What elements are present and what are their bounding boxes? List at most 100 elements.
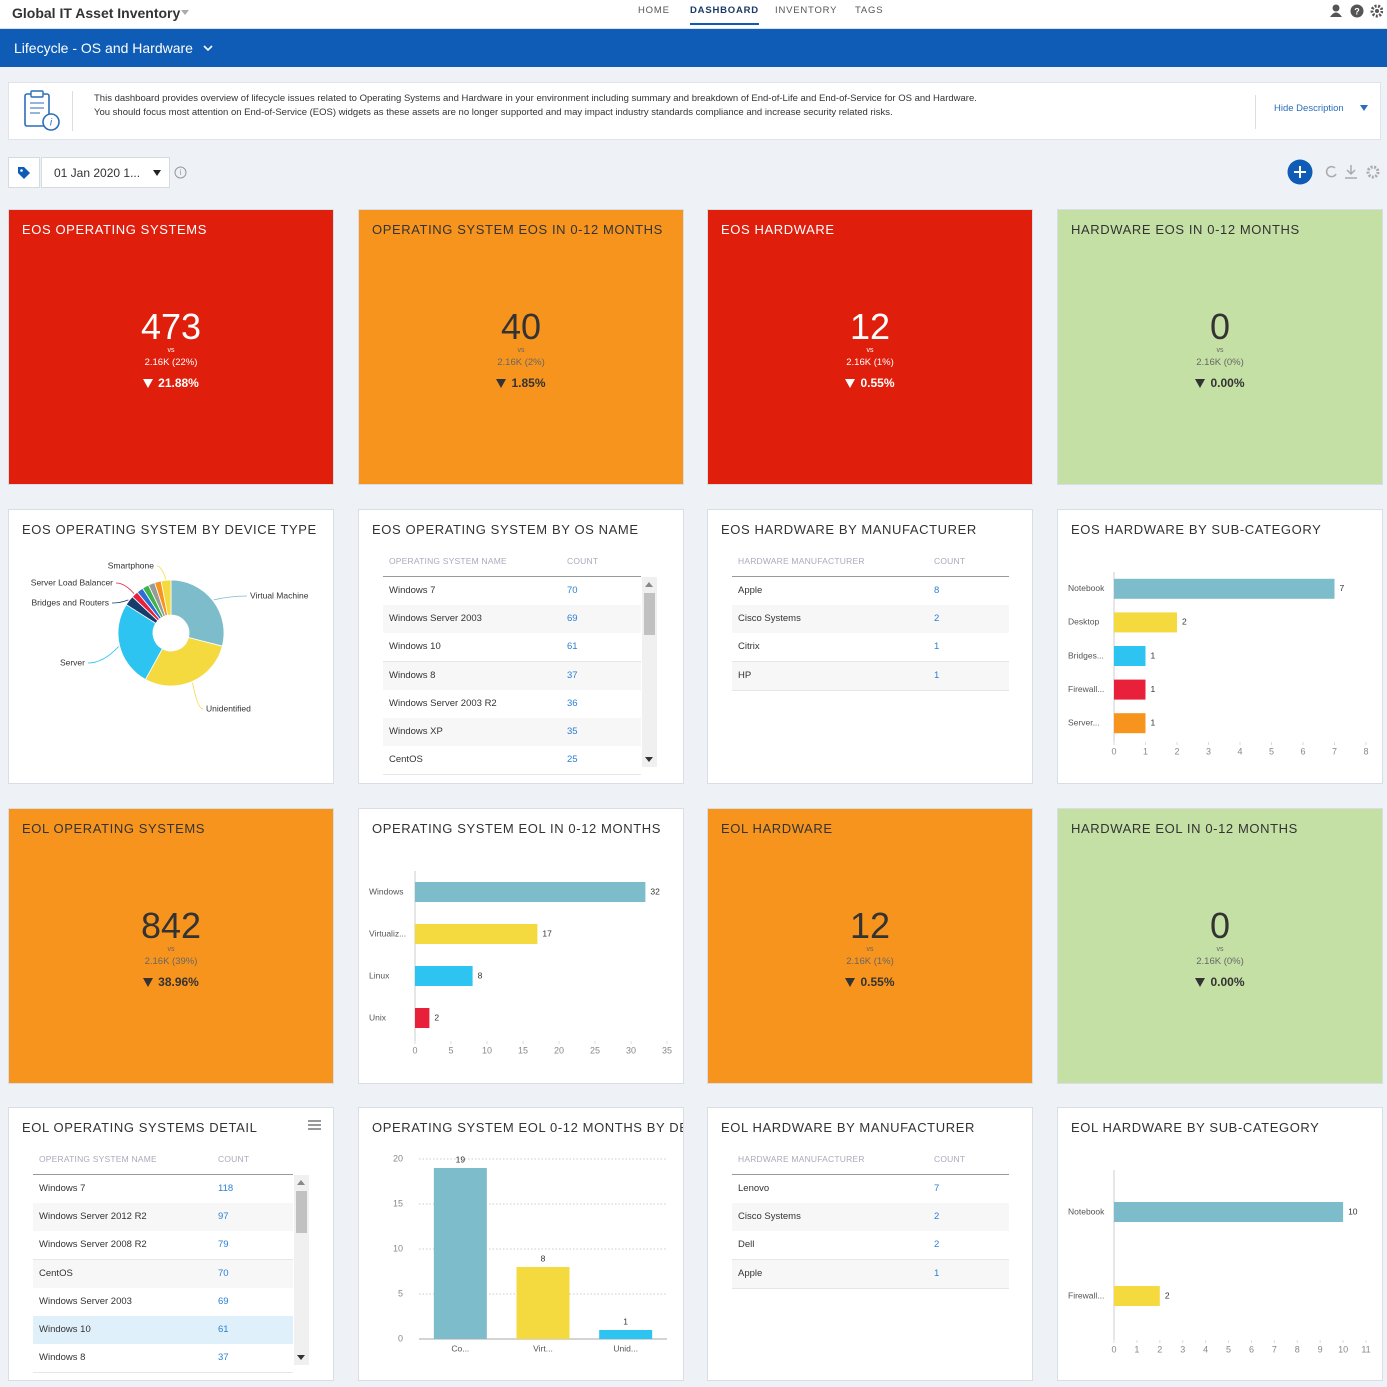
table-row[interactable]: Windows Server 2008 R279: [33, 1231, 293, 1260]
down-arrow: [845, 379, 855, 388]
x-tick-label: 11: [1361, 1344, 1370, 1354]
widget-title: EOS HARDWARE BY MANUFACTURER: [721, 522, 977, 537]
down-arrow: [496, 379, 506, 388]
x-tick-label: 7: [1332, 746, 1337, 756]
cell-name: CentOS: [389, 754, 423, 765]
table-row[interactable]: Windows Server 2012 R297: [33, 1203, 293, 1232]
settings-button[interactable]: [1368, 167, 1378, 177]
table-widget: EOS HARDWARE BY MANUFACTURERHARDWARE MAN…: [707, 509, 1033, 784]
cell-name: Windows 10: [39, 1324, 91, 1335]
cell-name: Cisco Systems: [738, 1211, 801, 1222]
hide-description[interactable]: Hide Description: [1274, 103, 1344, 114]
svg-text:i: i: [180, 168, 182, 177]
table-row[interactable]: Windows 837: [33, 1344, 293, 1373]
menu-button[interactable]: [308, 1120, 321, 1131]
x-tick-label: 8: [1295, 1344, 1300, 1354]
menu-line: [308, 1124, 321, 1126]
cell-name: Windows Server 2008 R2: [39, 1239, 147, 1250]
table-row[interactable]: CentOS 25: [383, 746, 641, 775]
download-button[interactable]: [1345, 165, 1357, 178]
chart: 01234567891011Notebook10Firewall...2: [1058, 1108, 1382, 1380]
leader-line: [88, 646, 119, 663]
table-row[interactable]: Cisco Systems2: [732, 1203, 1009, 1232]
cell-count: 8: [934, 585, 939, 596]
table-row[interactable]: Lenovo7: [732, 1175, 1009, 1204]
table-row[interactable]: CentOS70: [33, 1260, 293, 1289]
scroll-thumb: [296, 1191, 307, 1233]
x-tick-label: 35: [662, 1045, 672, 1055]
scrollbar[interactable]: [294, 1175, 309, 1365]
kpi-compare: 2.16K (22%): [9, 357, 333, 368]
cell-count: 1: [934, 1268, 939, 1279]
cell-count: 1: [934, 641, 939, 652]
nav-item[interactable]: INVENTORY: [775, 5, 837, 16]
dashboard-title[interactable]: Lifecycle - OS and Hardware: [14, 40, 193, 56]
chart: Virtual MachineUnidentifiedServerBridges…: [9, 510, 333, 783]
hide-caret[interactable]: [1360, 105, 1368, 112]
table-row[interactable]: Windows Server 2003 R236: [383, 690, 641, 719]
slice-label: Unidentified: [206, 703, 251, 713]
column-header: OPERATING SYSTEM NAME: [39, 1154, 157, 1164]
nav-item[interactable]: TAGS: [855, 5, 883, 16]
value-label: 17: [542, 928, 552, 938]
kpi-change: 0.55%: [708, 376, 1032, 390]
column-header: OPERATING SYSTEM NAME: [389, 556, 507, 566]
date-filter[interactable]: 01 Jan 2020 1...: [41, 157, 170, 188]
table-row[interactable]: Windows 1061: [383, 633, 641, 662]
description-box: i This dashboard provides overview of li…: [8, 82, 1381, 140]
cell-name: Windows Server 2003: [389, 613, 482, 624]
dashboard-chevron[interactable]: [202, 44, 214, 54]
cell-count: 2: [934, 1239, 939, 1250]
table-row[interactable]: Dell2: [732, 1231, 1009, 1260]
kpi-value: 12: [708, 306, 1032, 348]
widget-title: EOL HARDWARE: [721, 821, 833, 836]
table-row[interactable]: Citrix1: [732, 633, 1009, 662]
y-tick-label: 10: [393, 1243, 403, 1253]
cell-count: 69: [567, 613, 578, 624]
table-row[interactable]: Cisco Systems2: [732, 605, 1009, 634]
cell-name: Windows XP: [389, 726, 443, 737]
scrollbar[interactable]: [642, 577, 657, 767]
nav-item[interactable]: HOME: [638, 5, 670, 16]
bar: [599, 1330, 652, 1339]
table-row[interactable]: Apple1: [732, 1260, 1009, 1289]
x-tick-label: 2: [1157, 1344, 1162, 1354]
y-tick-label: 20: [393, 1153, 403, 1163]
bar: [415, 924, 537, 944]
table-row[interactable]: Windows 1061: [33, 1316, 293, 1345]
refresh-button[interactable]: [1327, 167, 1336, 177]
category-label: Virtualiz...: [369, 928, 406, 938]
top-icons: ?: [1327, 3, 1383, 21]
widget-title: OPERATING SYSTEM EOS IN 0-12 MONTHS: [372, 222, 663, 237]
value-label: 10: [1348, 1206, 1358, 1216]
kpi-value: 473: [9, 306, 333, 348]
x-tick-label: 3: [1206, 746, 1211, 756]
kpi-change-value: 0.00%: [1210, 376, 1244, 390]
tag-filter[interactable]: [8, 157, 40, 188]
nav-item[interactable]: DASHBOARD: [690, 5, 759, 25]
table-row[interactable]: Windows 837: [383, 662, 641, 691]
table-row[interactable]: Apple8: [732, 577, 1009, 606]
y-tick-label: 5: [398, 1288, 403, 1298]
cell-count: 25: [567, 754, 578, 765]
table-row[interactable]: Windows Server 2003 69: [33, 1288, 293, 1317]
bar: [1114, 612, 1177, 632]
table-widget: EOL HARDWARE BY MANUFACTURERHARDWARE MAN…: [707, 1107, 1033, 1381]
category-label: Co...: [451, 1343, 469, 1353]
table-row[interactable]: Windows 770: [383, 577, 641, 606]
kpi-change-value: 21.88%: [158, 376, 199, 390]
table-row[interactable]: HP1: [732, 662, 1009, 691]
bar: [434, 1168, 487, 1339]
table-row[interactable]: Windows 7118: [33, 1175, 293, 1204]
cell-count: 69: [218, 1296, 229, 1307]
info-icon[interactable]: i: [174, 166, 187, 179]
table-row[interactable]: Windows XP35: [383, 718, 641, 747]
table-row[interactable]: Windows Server 2003 69: [383, 605, 641, 634]
cell-name: Windows Server 2003 R2: [389, 698, 497, 709]
kpi-vs: vs: [1058, 347, 1382, 354]
kpi-value: 0: [1058, 905, 1382, 947]
cell-name: Windows Server 2003: [39, 1296, 132, 1307]
nav: HOME DASHBOARD INVENTORY TAGS: [0, 0, 1387, 28]
top-bar: Global IT Asset Inventory HOMEDASHBOARDI…: [0, 0, 1387, 29]
down-arrow: [845, 978, 855, 987]
